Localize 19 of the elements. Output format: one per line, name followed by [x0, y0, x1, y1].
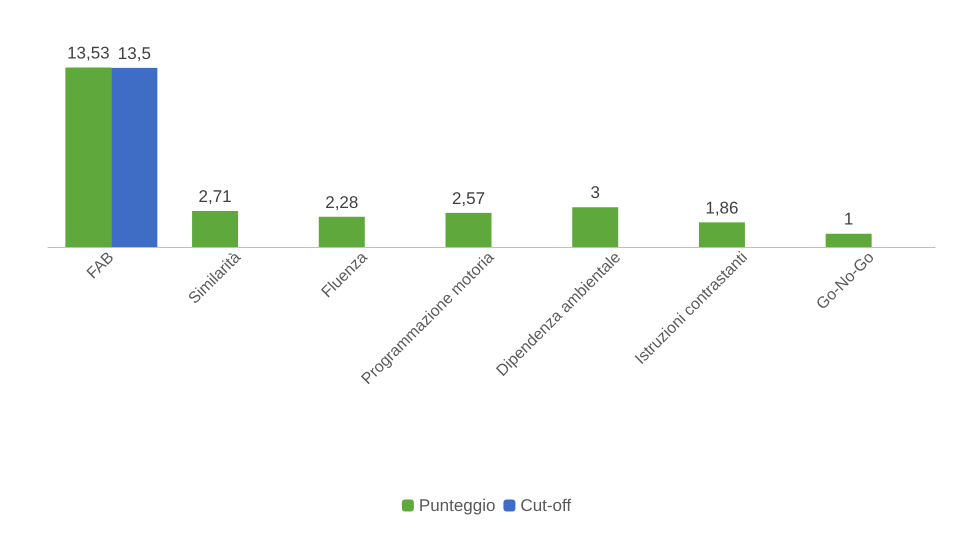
data-label: 3 — [590, 183, 600, 202]
data-label: 2,71 — [198, 187, 232, 206]
data-label: 13,53 — [67, 44, 110, 62]
legend-label: Cut-off — [520, 496, 572, 515]
bar — [572, 207, 618, 247]
bar — [192, 211, 238, 247]
bar — [826, 234, 872, 247]
data-label: 1 — [844, 210, 854, 229]
bar — [698, 222, 745, 247]
data-label: 1,86 — [705, 198, 738, 218]
x-tick-label: FAB — [84, 248, 118, 282]
bar — [446, 212, 492, 247]
bar — [65, 68, 112, 247]
data-label: 2,28 — [325, 192, 358, 212]
bar — [318, 216, 365, 247]
legend-label: Punteggio — [418, 496, 496, 515]
bar — [111, 68, 158, 247]
data-label: 13,5 — [118, 44, 151, 63]
data-label: 2,57 — [452, 188, 486, 208]
